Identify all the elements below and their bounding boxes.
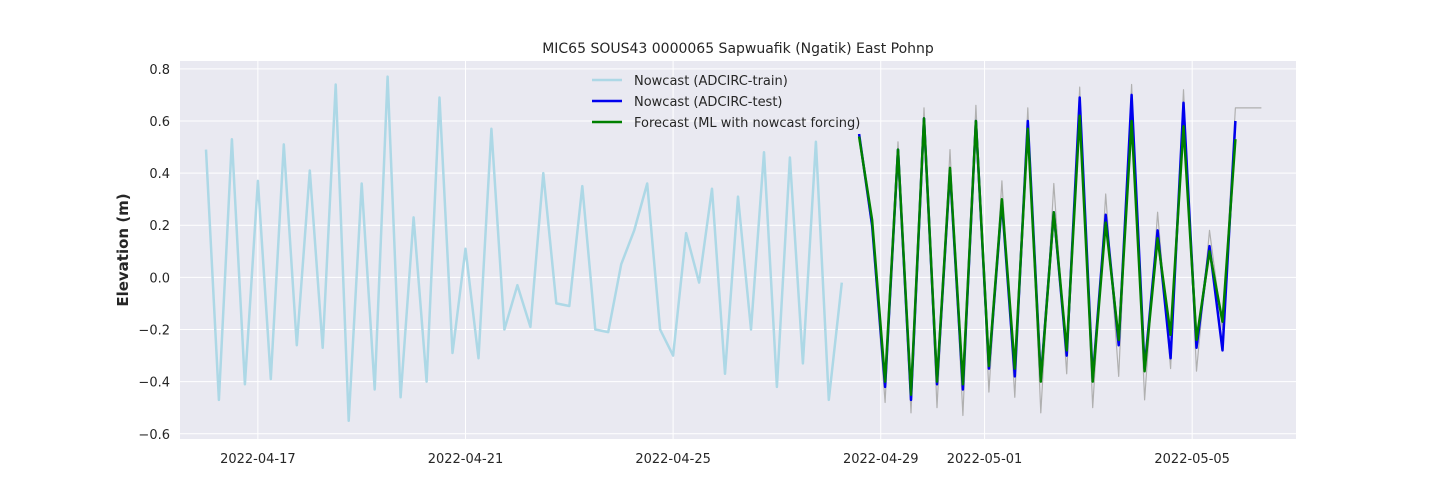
x-tick-label: 2022-04-21 (428, 452, 504, 467)
y-tick-label: 0.0 (149, 271, 170, 286)
series-layer (204, 75, 1262, 423)
x-tick-label: 2022-04-25 (635, 452, 711, 467)
y-axis-label: Elevation (m) (114, 193, 132, 306)
y-tick-label: −0.4 (138, 376, 170, 391)
y-tick-label: 0.4 (149, 167, 170, 182)
x-tick-label: 2022-05-05 (1154, 452, 1230, 467)
x-tick-label: 2022-05-01 (947, 452, 1023, 467)
y-tick-label: −0.6 (138, 428, 170, 443)
x-tick-label: 2022-04-17 (220, 452, 296, 467)
x-tick-label: 2022-04-29 (843, 452, 919, 467)
y-tick-label: 0.6 (149, 115, 170, 130)
y-axis: −0.6 −0.4 −0.2 0.0 0.2 0.4 0.6 0.8 (138, 63, 170, 443)
chart-title: MIC65 SOUS43 0000065 Sapwuafik (Ngatik) … (542, 41, 934, 57)
series-line-forecast-ml-with-nowcast-forcing (857, 114, 1237, 396)
y-tick-label: −0.2 (138, 324, 170, 339)
series-line-nowcast-adcirc-train (204, 75, 844, 423)
grid (180, 61, 1296, 439)
legend-label: Forecast (ML with nowcast forcing) (634, 116, 860, 131)
y-tick-label: 0.2 (149, 219, 170, 234)
x-axis: 2022-04-17 2022-04-21 2022-04-25 2022-04-29… (220, 452, 1230, 467)
legend-label: Nowcast (ADCIRC-test) (634, 95, 783, 110)
y-tick-label: 0.8 (149, 63, 170, 78)
legend-label: Nowcast (ADCIRC-train) (634, 74, 788, 89)
legend: Nowcast (ADCIRC-train) Nowcast (ADCIRC-te… (592, 74, 860, 131)
